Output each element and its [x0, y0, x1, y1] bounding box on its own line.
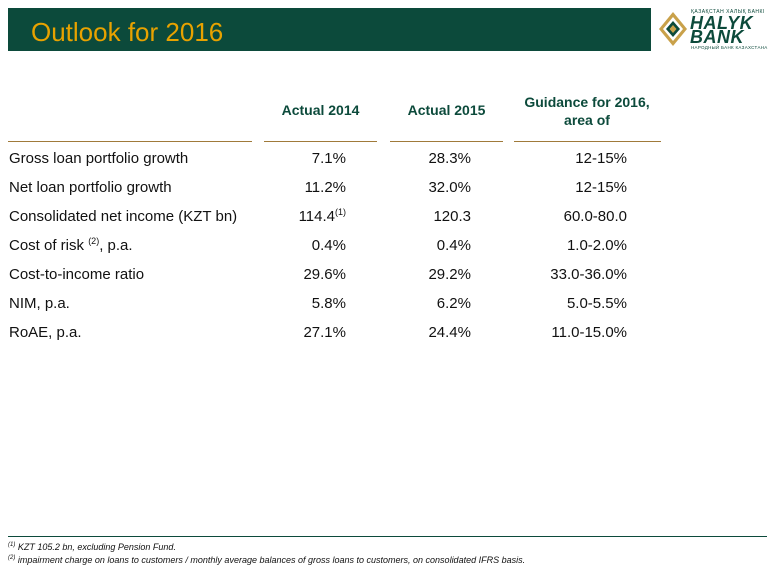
- value-guidance-2016: 12-15%: [575, 150, 627, 167]
- page-title: Outlook for 2016: [31, 17, 224, 47]
- table-row: Consolidated net income (KZT bn) 114.4(1…: [0, 208, 771, 237]
- value-actual-2015: 120.3: [433, 208, 471, 225]
- table-row: Net loan portfolio growth 11.2% 32.0% 12…: [0, 179, 771, 208]
- value-actual-2015: 24.4%: [428, 324, 471, 341]
- footnote-1: (1) KZT 105.2 bn, excluding Pension Fund…: [8, 542, 176, 552]
- value-guidance-2016: 12-15%: [575, 179, 627, 196]
- header-guidance-line1: Guidance for 2016,: [524, 94, 650, 110]
- title-bar: Outlook for 2016: [8, 8, 651, 51]
- table-row: RoAE, p.a. 27.1% 24.4% 11.0-15.0%: [0, 324, 771, 353]
- footnote-2: (2) impairment charge on loans to custom…: [8, 555, 525, 565]
- logo-name-line1: HALYK: [690, 13, 754, 33]
- footnote-ref-2: (2): [88, 236, 100, 246]
- logo-sub-text: НАРОДНЫЙ БАНК КАЗАХСТАНА: [691, 45, 768, 50]
- divider-actual-2014: [264, 141, 377, 142]
- value-actual-2014: 7.1%: [311, 150, 346, 167]
- footnote-text: impairment charge on loans to customers …: [15, 555, 526, 565]
- footnote-ref-1: (1): [335, 207, 346, 217]
- logo-name-line2: BANK: [690, 27, 744, 47]
- row-label: NIM, p.a.: [9, 295, 70, 312]
- footnote-mark: (1): [8, 542, 16, 548]
- value-guidance-2016: 5.0-5.5%: [566, 295, 627, 312]
- header-guidance-2016: Guidance for 2016, area of: [508, 93, 666, 129]
- value-actual-2015: 28.3%: [428, 150, 471, 167]
- row-label: Net loan portfolio growth: [9, 179, 172, 196]
- value-text: 114.4: [298, 208, 335, 225]
- halyk-bank-logo: ҚАЗАҚСТАН ХАЛЫҚ БАНКІ HALYK BANK НАРОДНЫ…: [655, 8, 767, 51]
- row-label: Cost-to-income ratio: [9, 266, 145, 283]
- header-guidance-line2: area of: [564, 112, 610, 128]
- table-row: Cost-to-income ratio 29.6% 29.2% 33.0-36…: [0, 266, 771, 295]
- row-label-suffix: , p.a.: [99, 237, 133, 254]
- logo-emblem-icon: [659, 12, 687, 46]
- logo-top-text: ҚАЗАҚСТАН ХАЛЫҚ БАНКІ: [691, 9, 765, 15]
- value-actual-2014: 27.1%: [303, 324, 346, 341]
- divider-label-column: [8, 141, 252, 142]
- footnote-divider: [8, 536, 767, 537]
- value-actual-2014: 0.4%: [311, 237, 346, 254]
- row-label: Consolidated net income (KZT bn): [9, 208, 238, 225]
- divider-guidance-2016: [514, 141, 661, 142]
- row-label: RoAE, p.a.: [9, 324, 82, 341]
- value-guidance-2016: 33.0-36.0%: [550, 266, 627, 283]
- table-row: Cost of risk (2), p.a. 0.4% 0.4% 1.0-2.0…: [0, 237, 771, 266]
- value-actual-2015: 32.0%: [428, 179, 471, 196]
- value-actual-2015: 6.2%: [436, 295, 471, 312]
- value-actual-2014: 5.8%: [311, 295, 346, 312]
- footnote-text: KZT 105.2 bn, excluding Pension Fund.: [15, 542, 176, 552]
- value-actual-2015: 0.4%: [436, 237, 471, 254]
- value-actual-2014: 29.6%: [303, 266, 346, 283]
- footnote-mark: (2): [8, 555, 16, 561]
- value-guidance-2016: 1.0-2.0%: [566, 237, 627, 254]
- row-label-text: Cost of risk: [9, 237, 89, 254]
- value-guidance-2016: 60.0-80.0: [563, 208, 627, 225]
- value-actual-2014: 114.4(1): [264, 208, 346, 226]
- value-actual-2014: 11.2%: [304, 179, 346, 196]
- table-row: Gross loan portfolio growth 7.1% 28.3% 1…: [0, 150, 771, 179]
- row-label: Gross loan portfolio growth: [9, 150, 189, 167]
- table-row: NIM, p.a. 5.8% 6.2% 5.0-5.5%: [0, 295, 771, 324]
- divider-actual-2015: [390, 141, 503, 142]
- header-actual-2015: Actual 2015: [407, 102, 486, 118]
- row-label: Cost of risk (2), p.a.: [9, 237, 133, 255]
- value-actual-2015: 29.2%: [428, 266, 471, 283]
- header-actual-2014: Actual 2014: [281, 102, 360, 118]
- value-guidance-2016: 11.0-15.0%: [551, 324, 627, 341]
